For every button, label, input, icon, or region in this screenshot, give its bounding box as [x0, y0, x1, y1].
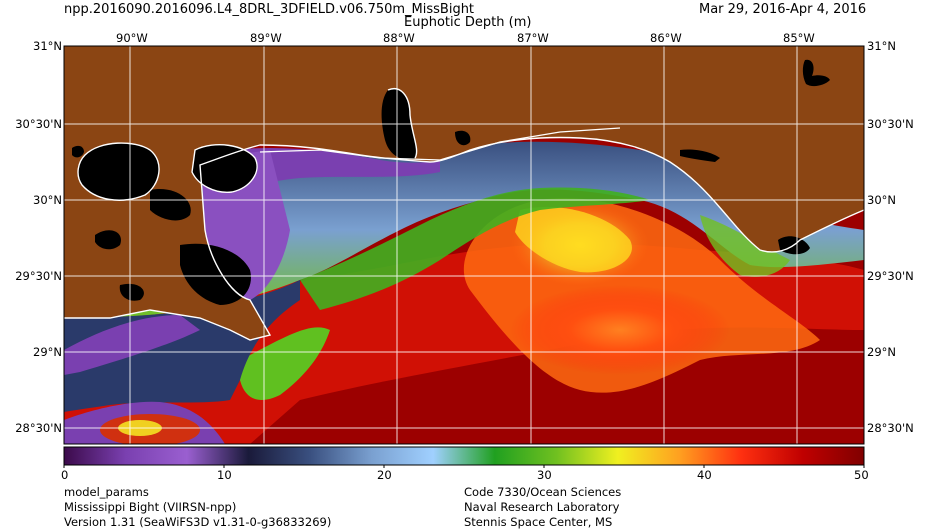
lat-label-left-30n: 30°N — [33, 193, 62, 207]
delta-marsh-4 — [119, 283, 144, 301]
lon-label-90w: 90°W — [116, 31, 148, 45]
barrier-islands — [259, 127, 621, 161]
variable-title: Euphotic Depth (m) — [404, 15, 532, 30]
lake-maurepas — [72, 145, 84, 158]
footer-left-line-3: Version 1.31 (SeaWiFS3D v1.31-0-g3683326… — [64, 515, 332, 529]
ocean-yellow-core — [515, 206, 632, 273]
perdido-bay — [455, 130, 471, 146]
cbar-label-40: 40 — [697, 468, 712, 482]
cbar-label-30: 30 — [537, 468, 552, 482]
cbar-label-10: 10 — [217, 468, 232, 482]
lon-label-88w: 88°W — [383, 31, 415, 45]
breton-sound — [64, 315, 200, 375]
lat-label-right-30-30n: 30°30'N — [867, 117, 914, 131]
lat-label-left-29n: 29°N — [33, 345, 62, 359]
ocean-orange-plume-2 — [510, 285, 730, 375]
green-front-3 — [700, 215, 790, 277]
lat-label-left-30-30n: 30°30'N — [15, 117, 62, 131]
green-front — [300, 187, 650, 310]
lat-label-left-29-30n: 29°30'N — [15, 269, 62, 283]
reservoir — [802, 59, 830, 87]
footer-right-line-2: Naval Research Laboratory — [464, 500, 620, 514]
lat-label-right-30n: 30°N — [867, 193, 896, 207]
cbar-label-50: 50 — [854, 468, 869, 482]
lat-label-right-28-30n: 28°30'N — [867, 421, 914, 435]
footer-right-line-3: Stennis Space Center, MS — [464, 515, 613, 529]
lon-label-85w: 85°W — [783, 31, 815, 45]
mississippi-sound — [230, 148, 440, 200]
map-frame — [63, 45, 865, 445]
green-front-2 — [240, 327, 330, 400]
delta-marsh-1 — [150, 189, 191, 221]
delta-marsh-3 — [95, 230, 121, 250]
cbar-label-20: 20 — [377, 468, 392, 482]
lat-label-left-31n: 31°N — [33, 39, 62, 53]
graticule — [64, 46, 864, 444]
footer-left-line-2: Mississippi Bight (VIIRSN-npp) — [64, 500, 237, 514]
date-range: Mar 29, 2016-Apr 4, 2016 — [699, 2, 867, 17]
lat-label-right-31n: 31°N — [867, 39, 896, 53]
lon-label-86w: 86°W — [650, 31, 682, 45]
product-title: npp.2016090.2016096.L4_8DRL_3DFIELD.v06.… — [64, 2, 475, 17]
lake-borgne — [192, 144, 258, 193]
lat-label-left-28-30n: 28°30'N — [15, 421, 62, 435]
lon-label-89w: 89°W — [250, 31, 282, 45]
footer-right-line-1: Code 7330/Ocean Sciences — [464, 485, 622, 499]
lon-label-87w: 87°W — [517, 31, 549, 45]
lat-label-right-29n: 29°N — [867, 345, 896, 359]
lake-pontchartrain — [78, 143, 160, 201]
footer-left-line-1: model_params — [64, 485, 149, 499]
lat-label-right-29-30n: 29°30'N — [867, 269, 914, 283]
cbar-label-0: 0 — [61, 468, 69, 482]
choctawhatchee-bay — [680, 149, 720, 162]
